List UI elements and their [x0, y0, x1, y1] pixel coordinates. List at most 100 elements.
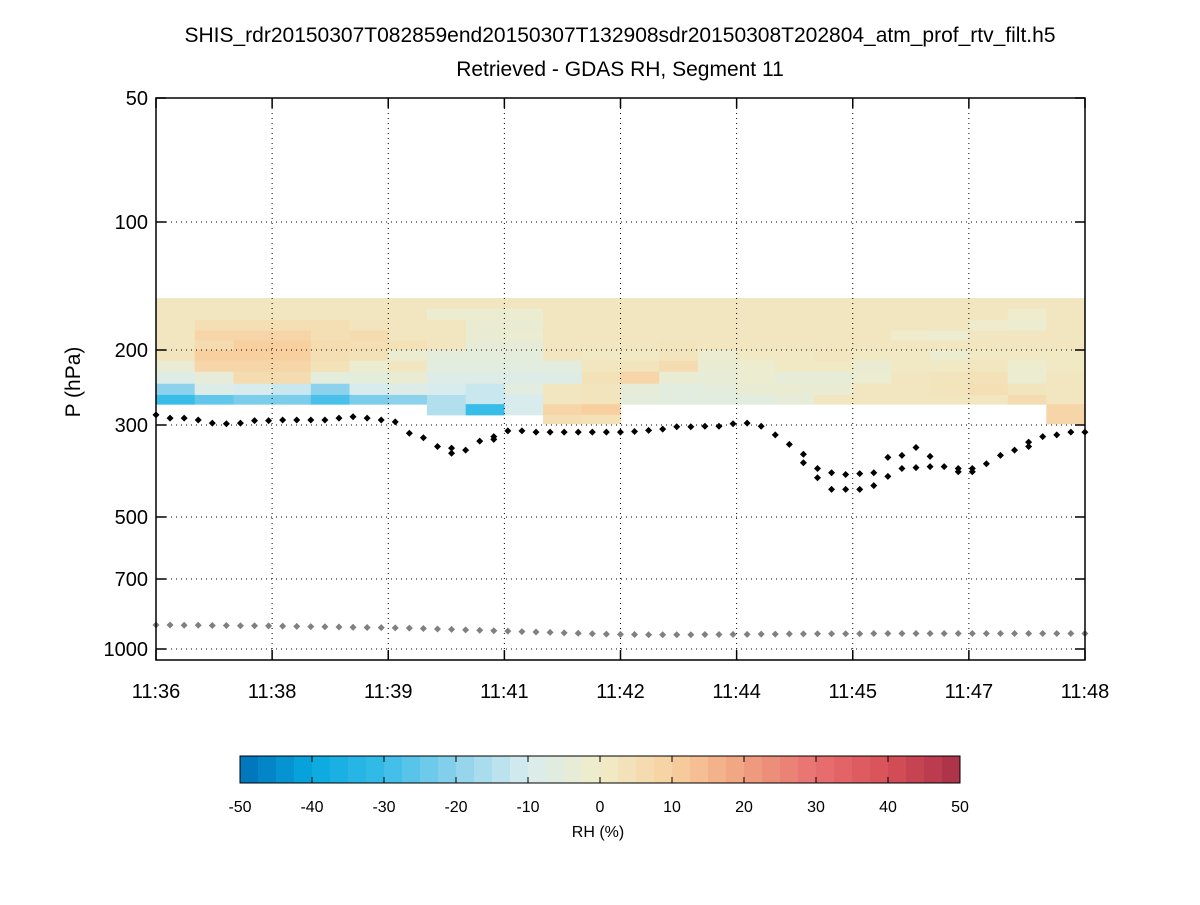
data-point-marker: [645, 631, 653, 639]
data-point-marker: [180, 414, 188, 422]
heatmap-cell: [581, 394, 621, 405]
heatmap-cell: [233, 340, 273, 351]
heatmap-cell: [310, 360, 351, 373]
colorbar-swatch: [258, 756, 277, 783]
heatmap-cell: [233, 383, 273, 396]
data-point-marker: [321, 416, 329, 424]
x-tick-label: 11:47: [945, 681, 994, 703]
colorbar-tick-label: -20: [444, 799, 467, 816]
heatmap-cell: [620, 298, 660, 310]
axes: 50 100 200 300 500 700 1000 11:36 11:38 11:39 11:4…: [104, 88, 1110, 703]
data-point-marker: [856, 485, 864, 493]
heatmap-cell: [426, 371, 467, 385]
data-point-marker: [856, 630, 864, 638]
colorbar-swatch: [618, 756, 637, 783]
heatmap-cell: [388, 330, 428, 342]
data-point-marker: [884, 453, 892, 461]
heatmap-cell: [426, 394, 467, 405]
heatmap-cell: [156, 371, 196, 385]
heatmap-cell: [581, 298, 621, 310]
colorbar-swatch: [294, 756, 313, 783]
data-point-marker: [870, 482, 878, 490]
colorbar-swatch: [672, 756, 691, 783]
data-point-marker: [771, 431, 779, 439]
heatmap-cell: [775, 383, 815, 396]
heatmap-cell: [388, 383, 428, 396]
heatmap-cell: [930, 360, 970, 373]
data-point-marker: [785, 440, 793, 448]
heatmap-cell: [349, 383, 389, 396]
heatmap-cell: [543, 404, 583, 416]
x-tick-label: 11:39: [364, 681, 413, 703]
data-point-marker: [954, 629, 962, 637]
data-point-marker: [912, 444, 920, 452]
data-point-marker: [251, 622, 259, 630]
colorbar-swatch: [636, 756, 655, 783]
heatmap-cell: [1046, 360, 1086, 373]
heatmap-cell: [1007, 383, 1047, 396]
heatmap-cell: [272, 308, 312, 321]
heatmap-cell: [504, 383, 544, 396]
data-point-marker: [813, 465, 821, 473]
data-point-marker: [433, 442, 441, 450]
heatmap-cell: [233, 330, 273, 342]
heatmap-cell: [736, 383, 776, 396]
heatmap-cell: [349, 371, 389, 385]
x-tick-label: 11:38: [248, 681, 297, 703]
heatmap-cell: [156, 340, 196, 351]
data-point-marker: [982, 629, 990, 637]
data-point-marker: [659, 425, 667, 433]
data-point-marker: [377, 416, 385, 424]
heatmap-cell: [233, 308, 273, 321]
data-point-marker: [729, 420, 737, 428]
heatmap-cell: [426, 340, 467, 351]
heatmap-cell: [504, 350, 544, 362]
data-point-marker: [363, 623, 371, 631]
colorbar-swatch: [654, 756, 673, 783]
data-point-marker: [490, 435, 498, 443]
data-point-marker: [757, 422, 765, 430]
data-point-marker: [1011, 446, 1019, 454]
heatmap-cell: [349, 394, 389, 405]
colorbar-swatch: [330, 756, 349, 783]
x-tick-label: 11:41: [480, 681, 529, 703]
colorbar-swatch: [780, 756, 799, 783]
data-point-marker: [349, 623, 357, 631]
heatmap-cell: [543, 340, 583, 351]
heatmap-cell: [310, 330, 351, 342]
heatmap-cell: [697, 383, 738, 396]
heatmap-cell: [194, 308, 234, 321]
heatmap-cell: [620, 360, 660, 373]
heatmap-cell: [310, 383, 351, 396]
heatmap-cell: [775, 319, 815, 332]
data-point-marker: [462, 446, 470, 454]
colorbar-swatch: [402, 756, 421, 783]
colorbar-swatch: [726, 756, 745, 783]
heatmap-cell: [543, 383, 583, 396]
heatmap-cell: [814, 383, 854, 396]
heatmap-cell: [543, 298, 583, 310]
heatmap-cells: [156, 298, 1086, 425]
heatmap-cell: [852, 394, 892, 405]
heatmap-cell: [465, 383, 505, 396]
heatmap-cell: [543, 319, 583, 332]
colorbar-swatch: [888, 756, 907, 783]
heatmap-cell: [272, 371, 312, 385]
heatmap-cell: [581, 340, 621, 351]
heatmap-cell: [465, 360, 505, 373]
heatmap-cell: [272, 330, 312, 342]
heatmap-cell: [465, 350, 505, 362]
heatmap-cell: [852, 330, 892, 342]
data-point-marker: [1039, 629, 1047, 637]
x-tick-label: 11:44: [712, 681, 761, 703]
data-point-marker: [194, 416, 202, 424]
heatmap-cell: [504, 394, 544, 405]
colorbar-swatch: [276, 756, 295, 783]
heatmap-cell: [814, 340, 854, 351]
heatmap-cell: [272, 340, 312, 351]
data-point-marker: [433, 625, 441, 633]
colorbar-tick-label: 30: [807, 799, 825, 816]
data-point-marker: [335, 623, 343, 631]
data-point-marker: [532, 628, 540, 636]
